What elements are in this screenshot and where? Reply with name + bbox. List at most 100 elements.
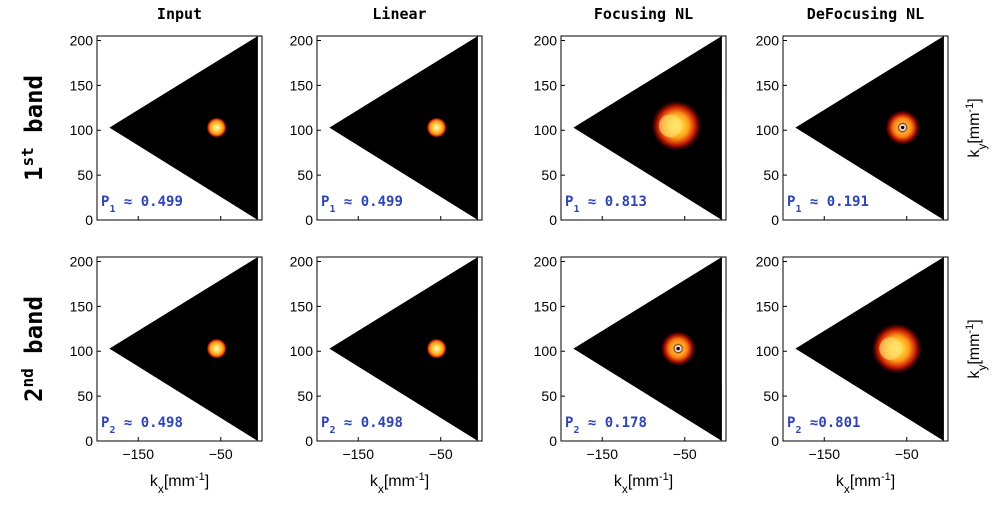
y-tick-label: 50 [763,167,779,183]
y-tick-label: 50 [541,388,557,404]
y-tick-label: 100 [534,122,558,138]
axes-box [96,35,263,221]
x-tick-label: −50 [673,446,697,462]
heatmap-panel: 0 50 100 150 200 P1 ≈ 0.499 [70,32,263,228]
axes-box [560,256,727,442]
population-label: P1 ≈ 0.499 [321,194,403,215]
intensity-spot [426,117,447,138]
intensity-core [879,337,902,360]
axes-box [96,256,263,442]
population-label: P2 ≈ 0.498 [321,415,403,436]
intensity-spot [206,117,227,138]
column-title: Linear [372,5,426,23]
y-tick-label: 200 [290,32,314,48]
row-label: 2nd band [18,296,49,402]
x-tick-label: −50 [209,446,233,462]
x-axis-label: kx[mm-1] [614,471,673,496]
x-axis-label: kx[mm-1] [370,471,429,496]
y-tick-label: 100 [290,122,314,138]
triangle-domain [329,36,478,220]
y-axis-label: ky[mm-1] [964,98,989,157]
y-tick-label: 0 [305,433,313,449]
column-title: DeFocusing NL [807,5,924,23]
y-tick-label: 200 [70,253,94,269]
intensity-core [658,114,682,138]
intensity-spot [206,338,227,359]
y-tick-label: 200 [756,253,780,269]
y-tick-label: 0 [771,212,779,228]
heatmap-panel: 0 50 100 150 200 −150 −50 P2 ≈ 0.178 [534,253,727,462]
axes-box [782,35,949,221]
y-axis-labels-right: ky[mm-1] ky[mm-1] [964,98,989,378]
y-tick-label: 50 [297,167,313,183]
y-tick-label: 200 [534,253,558,269]
x-tick-label: −150 [122,446,154,462]
x-tick-label: −150 [808,446,840,462]
x-axis-labels: kx[mm-1] kx[mm-1] kx[mm-1] kx[mm-1] [150,471,895,496]
y-tick-label: 150 [290,298,314,314]
axes-box [560,35,727,221]
heatmap-panel: 0 50 100 150 200 −150 −50 P2 ≈ 0.498 [70,253,263,462]
y-tick-label: 150 [534,298,558,314]
y-tick-label: 100 [756,122,780,138]
axes-box [782,256,949,442]
y-tick-label: 100 [290,343,314,359]
y-tick-label: 50 [77,167,93,183]
heatmap-panel: 0 50 100 150 200 P1 ≈ 0.191 [756,32,949,228]
triangle-domain [573,257,722,441]
y-tick-label: 150 [534,77,558,93]
y-tick-label: 50 [541,167,557,183]
column-title: Focusing NL [594,5,693,23]
heatmap-panel: 0 50 100 150 200 −150 −50 P2 ≈0.801 [756,253,949,462]
triangle-domain [109,257,258,441]
y-tick-label: 50 [763,388,779,404]
y-tick-label: 100 [70,122,94,138]
population-label: P2 ≈0.801 [787,415,860,436]
y-tick-label: 50 [297,388,313,404]
population-label: P2 ≈ 0.178 [565,415,647,436]
intensity-hole [676,346,680,351]
column-title: Input [157,5,202,23]
y-tick-label: 0 [771,433,779,449]
heatmap-panel: 0 50 100 150 200 P1 ≈ 0.813 [534,32,727,228]
population-label: P2 ≈ 0.498 [101,415,183,436]
row-label: 1st band [18,75,49,181]
y-tick-label: 100 [534,343,558,359]
y-tick-label: 200 [70,32,94,48]
triangle-domain [109,36,258,220]
y-tick-label: 150 [70,298,94,314]
x-tick-label: −150 [342,446,374,462]
y-tick-label: 150 [756,298,780,314]
y-tick-label: 0 [85,433,93,449]
heatmap-panel: 0 50 100 150 200 −150 −50 P2 ≈ 0.498 [290,253,483,462]
y-tick-label: 50 [77,388,93,404]
triangle-domain [795,257,944,441]
heatmap-panel: 0 50 100 150 200 P1 ≈ 0.499 [290,32,483,228]
intensity-hole [900,125,905,130]
y-tick-label: 150 [70,77,94,93]
axes-box [316,256,483,442]
x-axis-label: kx[mm-1] [836,471,895,496]
x-axis-label: kx[mm-1] [150,471,209,496]
y-tick-label: 150 [290,77,314,93]
population-label: P1 ≈ 0.499 [101,194,183,215]
y-tick-label: 100 [756,343,780,359]
x-tick-label: −150 [586,446,618,462]
triangle-domain [573,36,722,220]
y-tick-label: 100 [70,343,94,359]
y-tick-label: 0 [85,212,93,228]
y-axis-label: ky[mm-1] [964,319,989,378]
x-tick-label: −50 [895,446,919,462]
triangle-domain [329,257,478,441]
population-label: P1 ≈ 0.813 [565,194,647,215]
intensity-spot [426,338,447,359]
y-tick-label: 0 [549,433,557,449]
y-tick-label: 150 [756,77,780,93]
axes-box [316,35,483,221]
x-tick-label: −50 [429,446,453,462]
population-label: P1 ≈ 0.191 [787,194,869,215]
panels: 0 50 100 150 200 P1 ≈ 0.499 0 50 100 150 200 P1 ≈ 0… [70,32,949,462]
column-titles: Input Linear Focusing NL DeFocusing NL [157,5,924,23]
y-tick-label: 0 [549,212,557,228]
